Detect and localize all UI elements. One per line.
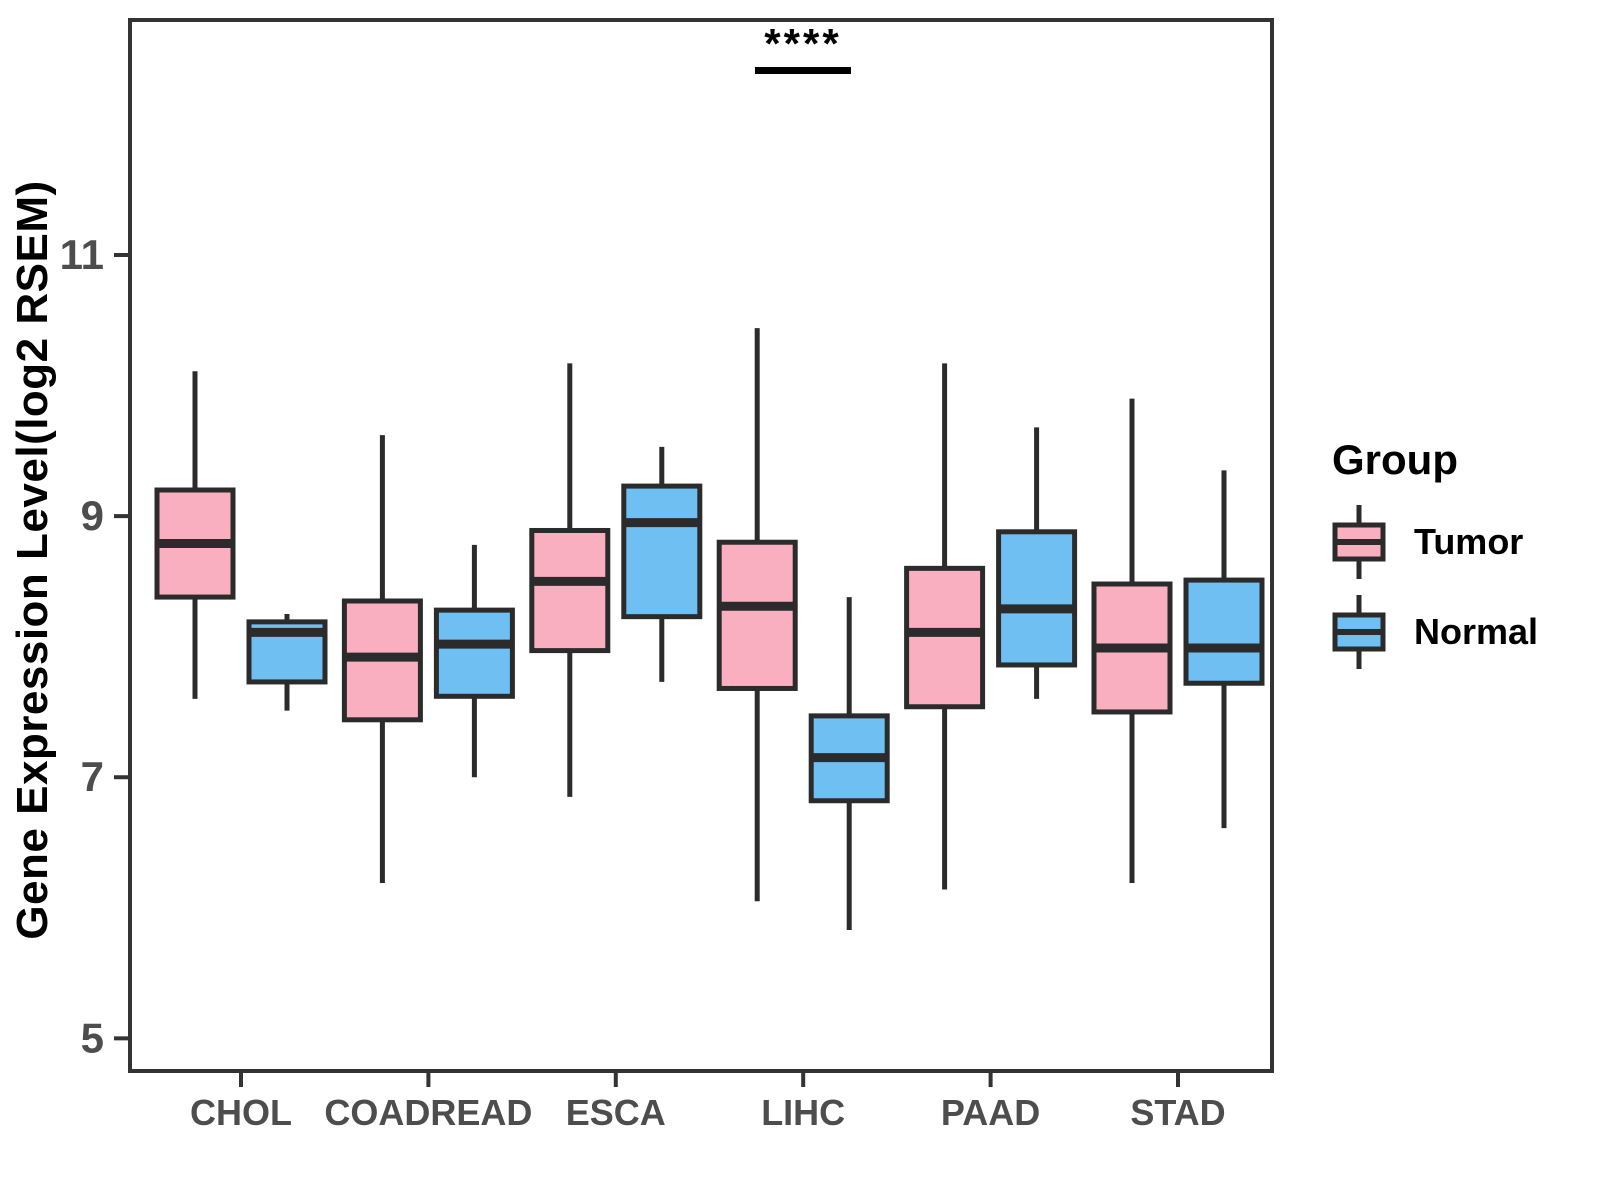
legend-label-tumor: Tumor bbox=[1414, 521, 1524, 562]
box-esca-normal bbox=[621, 483, 703, 620]
significance-stars: **** bbox=[764, 20, 842, 67]
box-stad-normal bbox=[1183, 577, 1265, 686]
y-tick-label: 9 bbox=[81, 492, 104, 539]
box-paad-tumor bbox=[904, 565, 986, 710]
y-tick-label: 7 bbox=[81, 753, 104, 800]
x-tick-label: COADREAD bbox=[324, 1092, 532, 1133]
legend: Group Tumor Normal bbox=[1330, 436, 1538, 682]
legend-item-normal: Normal bbox=[1330, 592, 1538, 672]
legend-label-normal: Normal bbox=[1414, 611, 1539, 652]
box-coadread-normal bbox=[433, 607, 515, 699]
tumor-boxplot-swatch bbox=[1332, 505, 1386, 579]
x-tick-label: CHOL bbox=[190, 1092, 292, 1133]
x-tick-label: PAAD bbox=[941, 1092, 1040, 1133]
legend-title: Group bbox=[1332, 436, 1458, 483]
normal-boxplot-swatch bbox=[1332, 595, 1386, 669]
y-tick-label: 11 bbox=[60, 231, 104, 278]
significance-annotation: **** bbox=[745, 22, 861, 74]
box-esca-tumor bbox=[529, 527, 611, 654]
box-paad-normal bbox=[996, 529, 1078, 668]
y-tick-label: 5 bbox=[81, 1014, 104, 1061]
legend-item-tumor: Tumor bbox=[1330, 502, 1538, 582]
significance-bar bbox=[755, 67, 851, 74]
box-lihc-tumor bbox=[716, 539, 798, 691]
panel-border bbox=[128, 18, 1274, 1073]
x-tick-label: STAD bbox=[1130, 1092, 1225, 1133]
x-tick-label: ESCA bbox=[566, 1092, 666, 1133]
y-axis-title-text: Gene Expression Level(log2 RSEM) bbox=[8, 180, 57, 940]
x-tick-label: LIHC bbox=[761, 1092, 845, 1133]
